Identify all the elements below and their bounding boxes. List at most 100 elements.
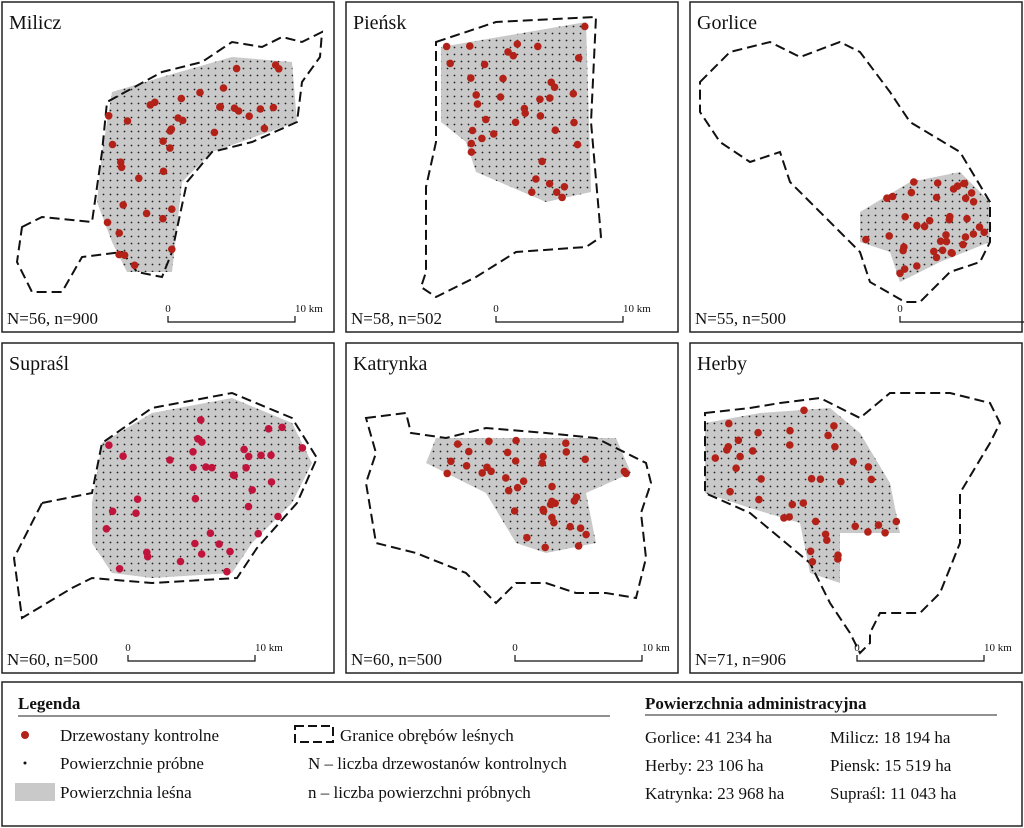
- control-stand: [115, 250, 123, 259]
- control-stand: [489, 130, 498, 138]
- control-stand: [482, 115, 490, 124]
- control-stand: [874, 521, 883, 529]
- control-stand: [551, 126, 560, 134]
- control-stand: [963, 214, 971, 223]
- control-stand: [473, 100, 482, 108]
- legend-dot: [23, 761, 27, 765]
- control-stand: [539, 505, 547, 514]
- control-stand: [566, 522, 574, 531]
- control-stand: [462, 462, 471, 470]
- legend-box: [1, 681, 1023, 827]
- control-stand: [197, 416, 205, 424]
- control-stand: [967, 189, 976, 197]
- control-stand: [932, 253, 941, 262]
- control-stand: [528, 188, 536, 196]
- control-stand: [936, 237, 945, 245]
- sample-plots: [97, 57, 297, 272]
- control-stand: [913, 221, 921, 230]
- control-stand: [808, 558, 817, 566]
- scale-label: 10 km: [295, 303, 323, 315]
- control-stand: [510, 507, 519, 515]
- panel-stats: N=60, n=500: [351, 650, 442, 669]
- control-stand: [570, 118, 578, 127]
- control-stand: [724, 443, 733, 451]
- control-stand: [216, 102, 225, 111]
- control-stand: [816, 475, 825, 483]
- map-panel: Supraśl N=60, n=500 0 10 km: [1, 342, 335, 674]
- control-stand: [569, 89, 578, 98]
- control-stand: [821, 530, 830, 539]
- map-panel: Pieńsk N=58, n=502 0 10 km: [345, 1, 679, 333]
- control-stand: [748, 447, 757, 455]
- control-stand: [232, 64, 241, 73]
- sample-plots: [441, 22, 591, 202]
- control-stand: [267, 478, 276, 486]
- control-stand: [487, 467, 495, 476]
- control-stand: [551, 499, 559, 508]
- map-panel: Milicz N=56, n=900 0 10 km: [1, 1, 335, 333]
- district-border: [364, 411, 653, 605]
- control-stand: [223, 567, 231, 576]
- control-stand: [466, 42, 474, 50]
- control-stand: [103, 218, 112, 227]
- control-stand: [824, 431, 832, 440]
- control-stand: [960, 179, 969, 188]
- control-stand: [946, 212, 954, 221]
- scale-bar: [127, 655, 256, 662]
- control-stand: [622, 469, 630, 478]
- control-stand: [146, 101, 155, 109]
- control-stand: [496, 93, 505, 101]
- control-stand: [467, 74, 475, 82]
- control-stand: [573, 140, 582, 149]
- control-stand: [949, 185, 958, 193]
- control-stand: [754, 428, 762, 437]
- control-stand: [198, 438, 206, 446]
- district-border: [15, 30, 324, 293]
- legend-red-dot: [21, 731, 29, 739]
- panel-stats: N=60, n=500: [7, 650, 98, 669]
- control-stand: [938, 246, 947, 255]
- control-stand: [210, 128, 219, 137]
- control-stand: [242, 464, 250, 472]
- control-stand: [800, 406, 808, 415]
- control-stand: [907, 188, 916, 197]
- control-stand: [467, 148, 476, 156]
- control-stand: [550, 83, 559, 91]
- sample-plots: [426, 438, 631, 553]
- control-stand: [254, 529, 262, 538]
- control-stand: [513, 483, 522, 492]
- legend-item: Drzewostany kontrolne: [60, 726, 219, 745]
- scale-label: 0: [897, 303, 903, 315]
- control-stand: [468, 126, 477, 135]
- control-stand: [538, 157, 546, 166]
- legend-note: Granice obrębów leśnych: [340, 726, 514, 745]
- control-stand: [959, 240, 967, 249]
- control-stand: [108, 140, 117, 149]
- control-stand: [851, 522, 859, 531]
- control-stand: [119, 452, 127, 460]
- control-stand: [961, 233, 970, 241]
- control-stand: [219, 84, 228, 92]
- control-stand: [512, 436, 520, 445]
- control-stand: [920, 222, 929, 231]
- control-stand: [581, 455, 589, 464]
- control-stand: [725, 419, 733, 428]
- control-stand: [447, 457, 455, 466]
- control-stand: [806, 547, 815, 556]
- control-stand: [168, 205, 176, 213]
- control-stand: [831, 443, 839, 451]
- control-stand: [807, 474, 816, 483]
- control-stand: [115, 229, 123, 237]
- panel-title: Pieńsk: [353, 12, 406, 34]
- control-stand: [811, 517, 820, 526]
- control-stand: [509, 51, 518, 60]
- control-stand: [711, 454, 720, 462]
- control-stand: [485, 437, 493, 446]
- control-stand: [271, 61, 280, 69]
- legend-title: Legenda: [18, 694, 81, 713]
- control-stand: [732, 464, 740, 472]
- control-stand: [168, 245, 176, 254]
- panel-title: Katrynka: [353, 353, 428, 375]
- control-stand: [736, 452, 744, 461]
- control-stand: [504, 486, 513, 495]
